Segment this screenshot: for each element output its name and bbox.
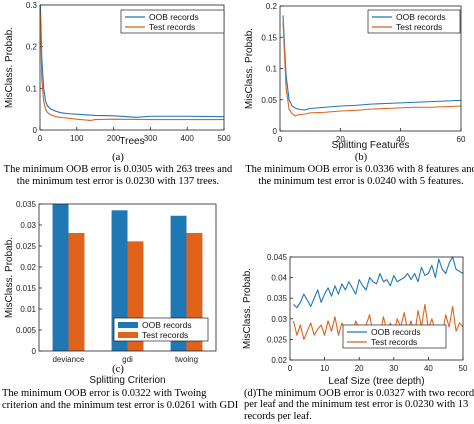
y-axis-label: MisClass. Probab. [244,28,255,109]
oob-series-line [293,256,464,309]
x-tick-label: 60 [457,135,466,144]
caption-line: the minimum test error is 0.0240 with 5 … [258,176,463,187]
y-tick-label: 0.025 [267,335,288,344]
x-axis-label: Trees [119,136,144,147]
legend-box [342,324,447,349]
y-tick-label: 0 [32,347,37,356]
legend-label: Test records [396,22,442,32]
x-tick-label: 200 [107,134,121,143]
y-tick-label: 0.02 [271,356,287,365]
plot-frame [39,4,225,131]
x-tick-label: 400 [181,134,195,143]
y-tick-label: 0.05 [261,96,277,105]
x-tick-label: 20 [355,364,364,373]
y-tick-label: 0.035 [16,200,37,209]
y-axis-label: MisClass. Probab. [242,268,253,349]
legend-label: OOB records [371,327,421,337]
caption-line: The minimum OOB error is 0.0336 with 8 f… [245,164,474,175]
y-axis-label: MisClass. Probab. [4,27,15,108]
caption-line: (d)The minimum OOB error is 0.0327 with … [244,388,474,399]
test-bar [68,232,85,351]
x-tick-label: 500 [217,134,231,143]
caption-line: per leaf and the minimum test error is 0… [244,399,468,410]
caption-line: criterion and the minimum test error is … [2,400,239,411]
x-tick-label: 40 [396,135,405,144]
y-tick-label: 0.03 [20,221,36,230]
oob-series-line [282,15,462,111]
caption-line: The minimum OOB error is 0.0305 with 263… [4,164,233,175]
x-tick-label: 100 [70,134,84,143]
x-tick-label: 20 [336,135,345,144]
x-tick-label: 300 [144,134,158,143]
legend-label: Test records [142,330,188,340]
x-tick-label: deviance [52,355,85,364]
y-tick-label: 0.005 [16,326,37,335]
x-axis-label: Splitting Features [332,140,410,151]
y-tick-label: 0.2 [26,43,38,52]
x-tick-label: 0 [288,364,293,373]
y-tick-label: 0.3 [26,1,38,10]
oob-series-line [39,4,225,118]
caption-line: The minimum OOB error is 0.0322 with Two… [2,388,207,399]
oob-bar [111,210,128,351]
y-tick-label: 0.035 [267,294,288,303]
legend-box [120,9,225,34]
plot-frame [38,203,217,352]
legend-label: Test records [371,337,417,347]
x-tick-label: 50 [459,364,468,373]
legend-label: OOB records [149,12,199,22]
oob-bar [52,204,69,351]
y-tick-label: 0.2 [266,2,278,11]
y-tick-label: 0.1 [266,65,278,74]
y-tick-label: 0 [273,127,278,136]
legend-label: Test records [149,22,195,32]
panel-c: 0 0.005 0.01 0.015 0.02 0.025 0.03 0.035 devianc… [2,200,239,411]
legend-label: OOB records [142,320,192,330]
plot-frame [289,256,464,361]
x-tick-label: 10 [320,364,329,373]
caption-line: the minimum test error is 0.0230 with 13… [17,176,219,187]
y-tick-label: 0.15 [261,33,277,42]
y-tick-label: 0.1 [26,84,38,93]
y-tick-label: 0.025 [16,242,37,251]
test-series-line [282,21,462,117]
panel-a: 0 0.1 0.2 0.3 0 100 200 300 400 500 Trees MisClass.… [4,1,233,187]
x-axis-label: Splitting Criterion [89,375,165,386]
x-tick-label: 0 [278,135,283,144]
panel-b: 0 0.05 0.1 0.15 0.2 0 20 40 60 Splitting Features… [244,2,474,187]
panel-d: 0.02 0.025 0.03 0.035 0.04 0.045 0 10 20 30 40 50 Le… [242,253,474,422]
y-tick-label: 0.03 [271,315,287,324]
caption-line: records per leaf. [244,411,312,422]
caption-line: (b) [355,152,368,163]
y-tick-label: 0 [33,126,38,135]
legend-label: OOB records [396,12,446,22]
y-tick-label: 0.04 [271,274,287,283]
y-tick-label: 0.01 [20,305,36,314]
test-series-line [39,13,224,121]
y-tick-label: 0.045 [267,253,288,262]
caption-line: (c) [112,364,124,375]
y-axis-label: MisClass. Probab. [4,237,15,318]
y-tick-label: 0.015 [16,284,37,293]
x-axis-label: Leaf Size (tree depth) [328,376,424,387]
x-tick-label: gdi [122,355,133,364]
x-tick-label: 40 [424,364,433,373]
x-tick-label: 0 [38,134,43,143]
x-tick-label: 30 [389,364,398,373]
y-tick-label: 0.02 [20,263,36,272]
caption-line: (a) [112,152,124,163]
x-tick-label: twoing [175,355,198,364]
plot-frame [279,5,462,132]
oob-bar [170,215,187,351]
